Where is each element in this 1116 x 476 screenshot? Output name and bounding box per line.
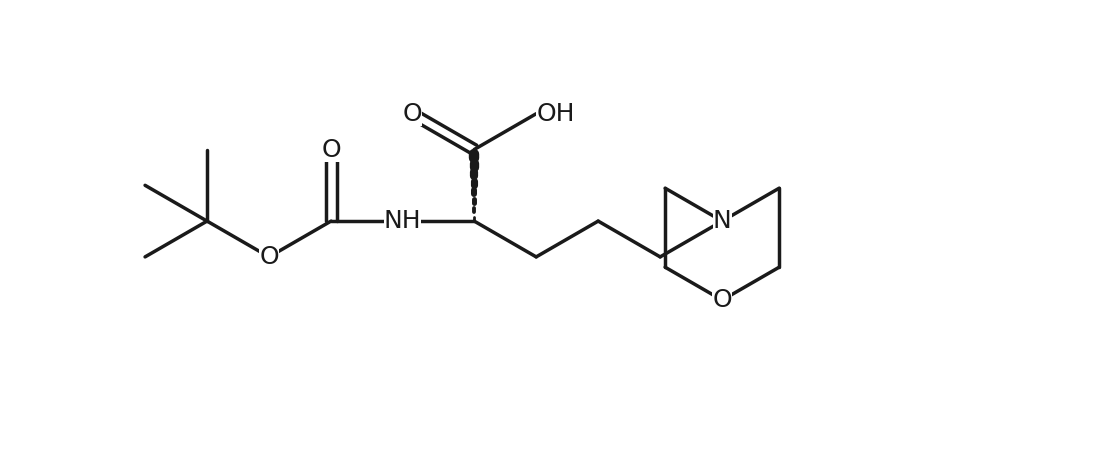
Text: NH: NH	[384, 209, 422, 233]
Text: O: O	[321, 138, 340, 161]
Text: O: O	[259, 245, 279, 269]
Text: OH: OH	[536, 102, 575, 126]
Text: O: O	[712, 288, 732, 312]
Text: O: O	[403, 102, 422, 126]
Text: N: N	[713, 209, 731, 233]
